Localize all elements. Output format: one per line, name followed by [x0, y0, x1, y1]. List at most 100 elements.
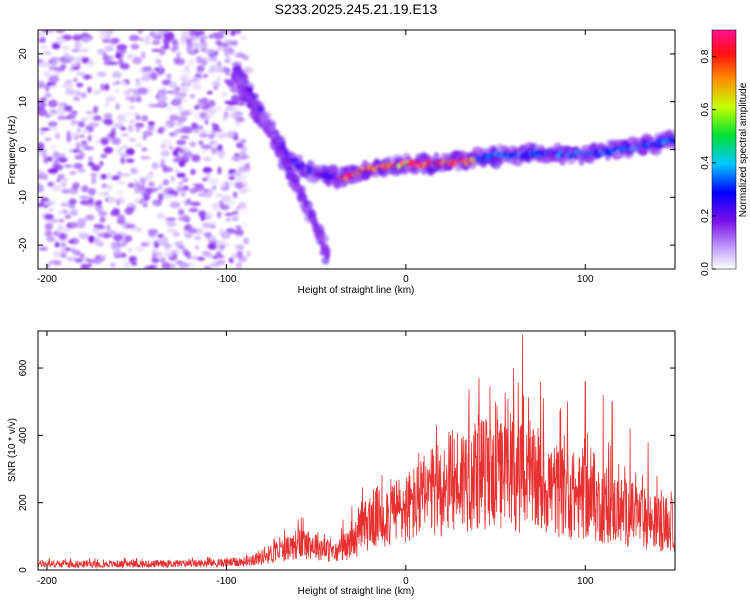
noise-blob	[151, 187, 159, 193]
noise-blob	[51, 184, 63, 192]
noise-blob	[137, 30, 144, 34]
noise-blob	[167, 167, 172, 171]
noise-blob	[151, 248, 158, 254]
noise-blob	[103, 112, 113, 120]
noise-blob	[135, 81, 141, 86]
noise-blob	[134, 143, 144, 147]
noise-blob	[155, 58, 162, 65]
noise-blob	[60, 209, 69, 214]
noise-blob	[178, 160, 186, 167]
noise-blob	[189, 141, 197, 148]
noise-blob	[77, 217, 87, 226]
noise-blob	[92, 89, 102, 95]
noise-blob	[240, 35, 247, 40]
noise-blob	[38, 184, 45, 192]
noise-blob	[116, 180, 126, 185]
noise-blob	[135, 245, 145, 253]
noise-blob	[177, 104, 184, 113]
noise-blob	[164, 123, 170, 128]
noise-blob	[208, 188, 214, 195]
noise-blob	[64, 52, 69, 57]
snr-series-line	[38, 334, 675, 570]
noise-blob	[142, 130, 153, 137]
noise-blob	[74, 257, 84, 263]
noise-blob	[120, 156, 126, 165]
noise-blob	[129, 34, 140, 42]
noise-blob	[182, 229, 188, 236]
noise-blob	[232, 135, 239, 141]
spectrogram-y-tick-label: -10	[18, 190, 29, 205]
noise-blob	[111, 208, 121, 214]
noise-blob	[217, 245, 225, 251]
noise-blob	[158, 193, 164, 201]
noise-blob	[59, 103, 64, 111]
chart-title: S233.2025.245.21.19.E13	[275, 1, 438, 17]
noise-blob	[45, 235, 55, 242]
spectrogram-y-label: Frequency (Hz)	[7, 116, 18, 185]
noise-blob	[71, 48, 80, 53]
noise-blob	[60, 253, 67, 258]
noise-blob	[203, 265, 212, 269]
noise-blob	[193, 236, 202, 240]
noise-blob	[242, 181, 248, 189]
noise-blob	[176, 149, 185, 153]
noise-blob	[210, 224, 216, 229]
noise-blob	[116, 218, 126, 225]
noise-blob	[73, 163, 84, 169]
noise-blob	[38, 37, 46, 43]
noise-blob	[235, 261, 243, 269]
noise-blob	[157, 234, 164, 238]
noise-blob	[38, 152, 42, 157]
noise-blob	[170, 46, 176, 53]
noise-blob	[151, 253, 157, 259]
spectrogram-x-label: Height of straight line (km)	[298, 285, 415, 296]
snr-frame	[37, 330, 676, 571]
noise-blob	[137, 87, 149, 95]
noise-blob	[158, 126, 165, 134]
noise-blob	[44, 137, 52, 142]
noise-blob	[127, 247, 133, 254]
noise-blob	[225, 217, 231, 222]
ridge-core	[324, 253, 331, 259]
ridge-halo	[268, 125, 275, 132]
noise-blob	[169, 114, 179, 121]
noise-blob	[88, 188, 96, 196]
noise-blob	[76, 91, 82, 96]
noise-blob	[81, 129, 88, 134]
noise-blob	[123, 90, 131, 96]
noise-blob	[160, 149, 171, 157]
noise-blob	[167, 190, 179, 196]
noise-blob	[91, 164, 101, 172]
noise-blob	[186, 41, 193, 49]
noise-blob	[196, 65, 205, 73]
noise-blob	[128, 119, 136, 124]
noise-blob	[221, 92, 229, 98]
noise-blob	[80, 263, 90, 269]
noise-blob	[146, 86, 154, 95]
noise-blob	[212, 125, 220, 133]
noise-blob	[48, 208, 54, 212]
noise-blob	[79, 199, 91, 206]
noise-blob	[127, 53, 137, 57]
noise-blob	[72, 182, 80, 190]
noise-blob	[207, 112, 215, 118]
noise-blob	[197, 192, 206, 197]
noise-blob	[104, 100, 110, 108]
snr-x-label: Height of straight line (km)	[298, 586, 415, 597]
noise-blob	[214, 66, 224, 73]
noise-blob	[81, 144, 89, 148]
noise-blob	[182, 99, 189, 103]
noise-blob	[61, 34, 73, 41]
noise-blob	[233, 230, 242, 235]
noise-blob	[157, 184, 163, 191]
noise-blob	[129, 105, 135, 110]
noise-blob	[57, 37, 65, 45]
noise-blob	[194, 104, 200, 110]
noise-blob	[75, 142, 81, 150]
snr-y-tick-label: 0	[18, 567, 29, 573]
noise-blob	[168, 145, 174, 151]
noise-blob	[60, 178, 69, 182]
noise-blob	[231, 172, 241, 177]
noise-blob	[205, 172, 211, 181]
noise-blob	[111, 137, 121, 144]
